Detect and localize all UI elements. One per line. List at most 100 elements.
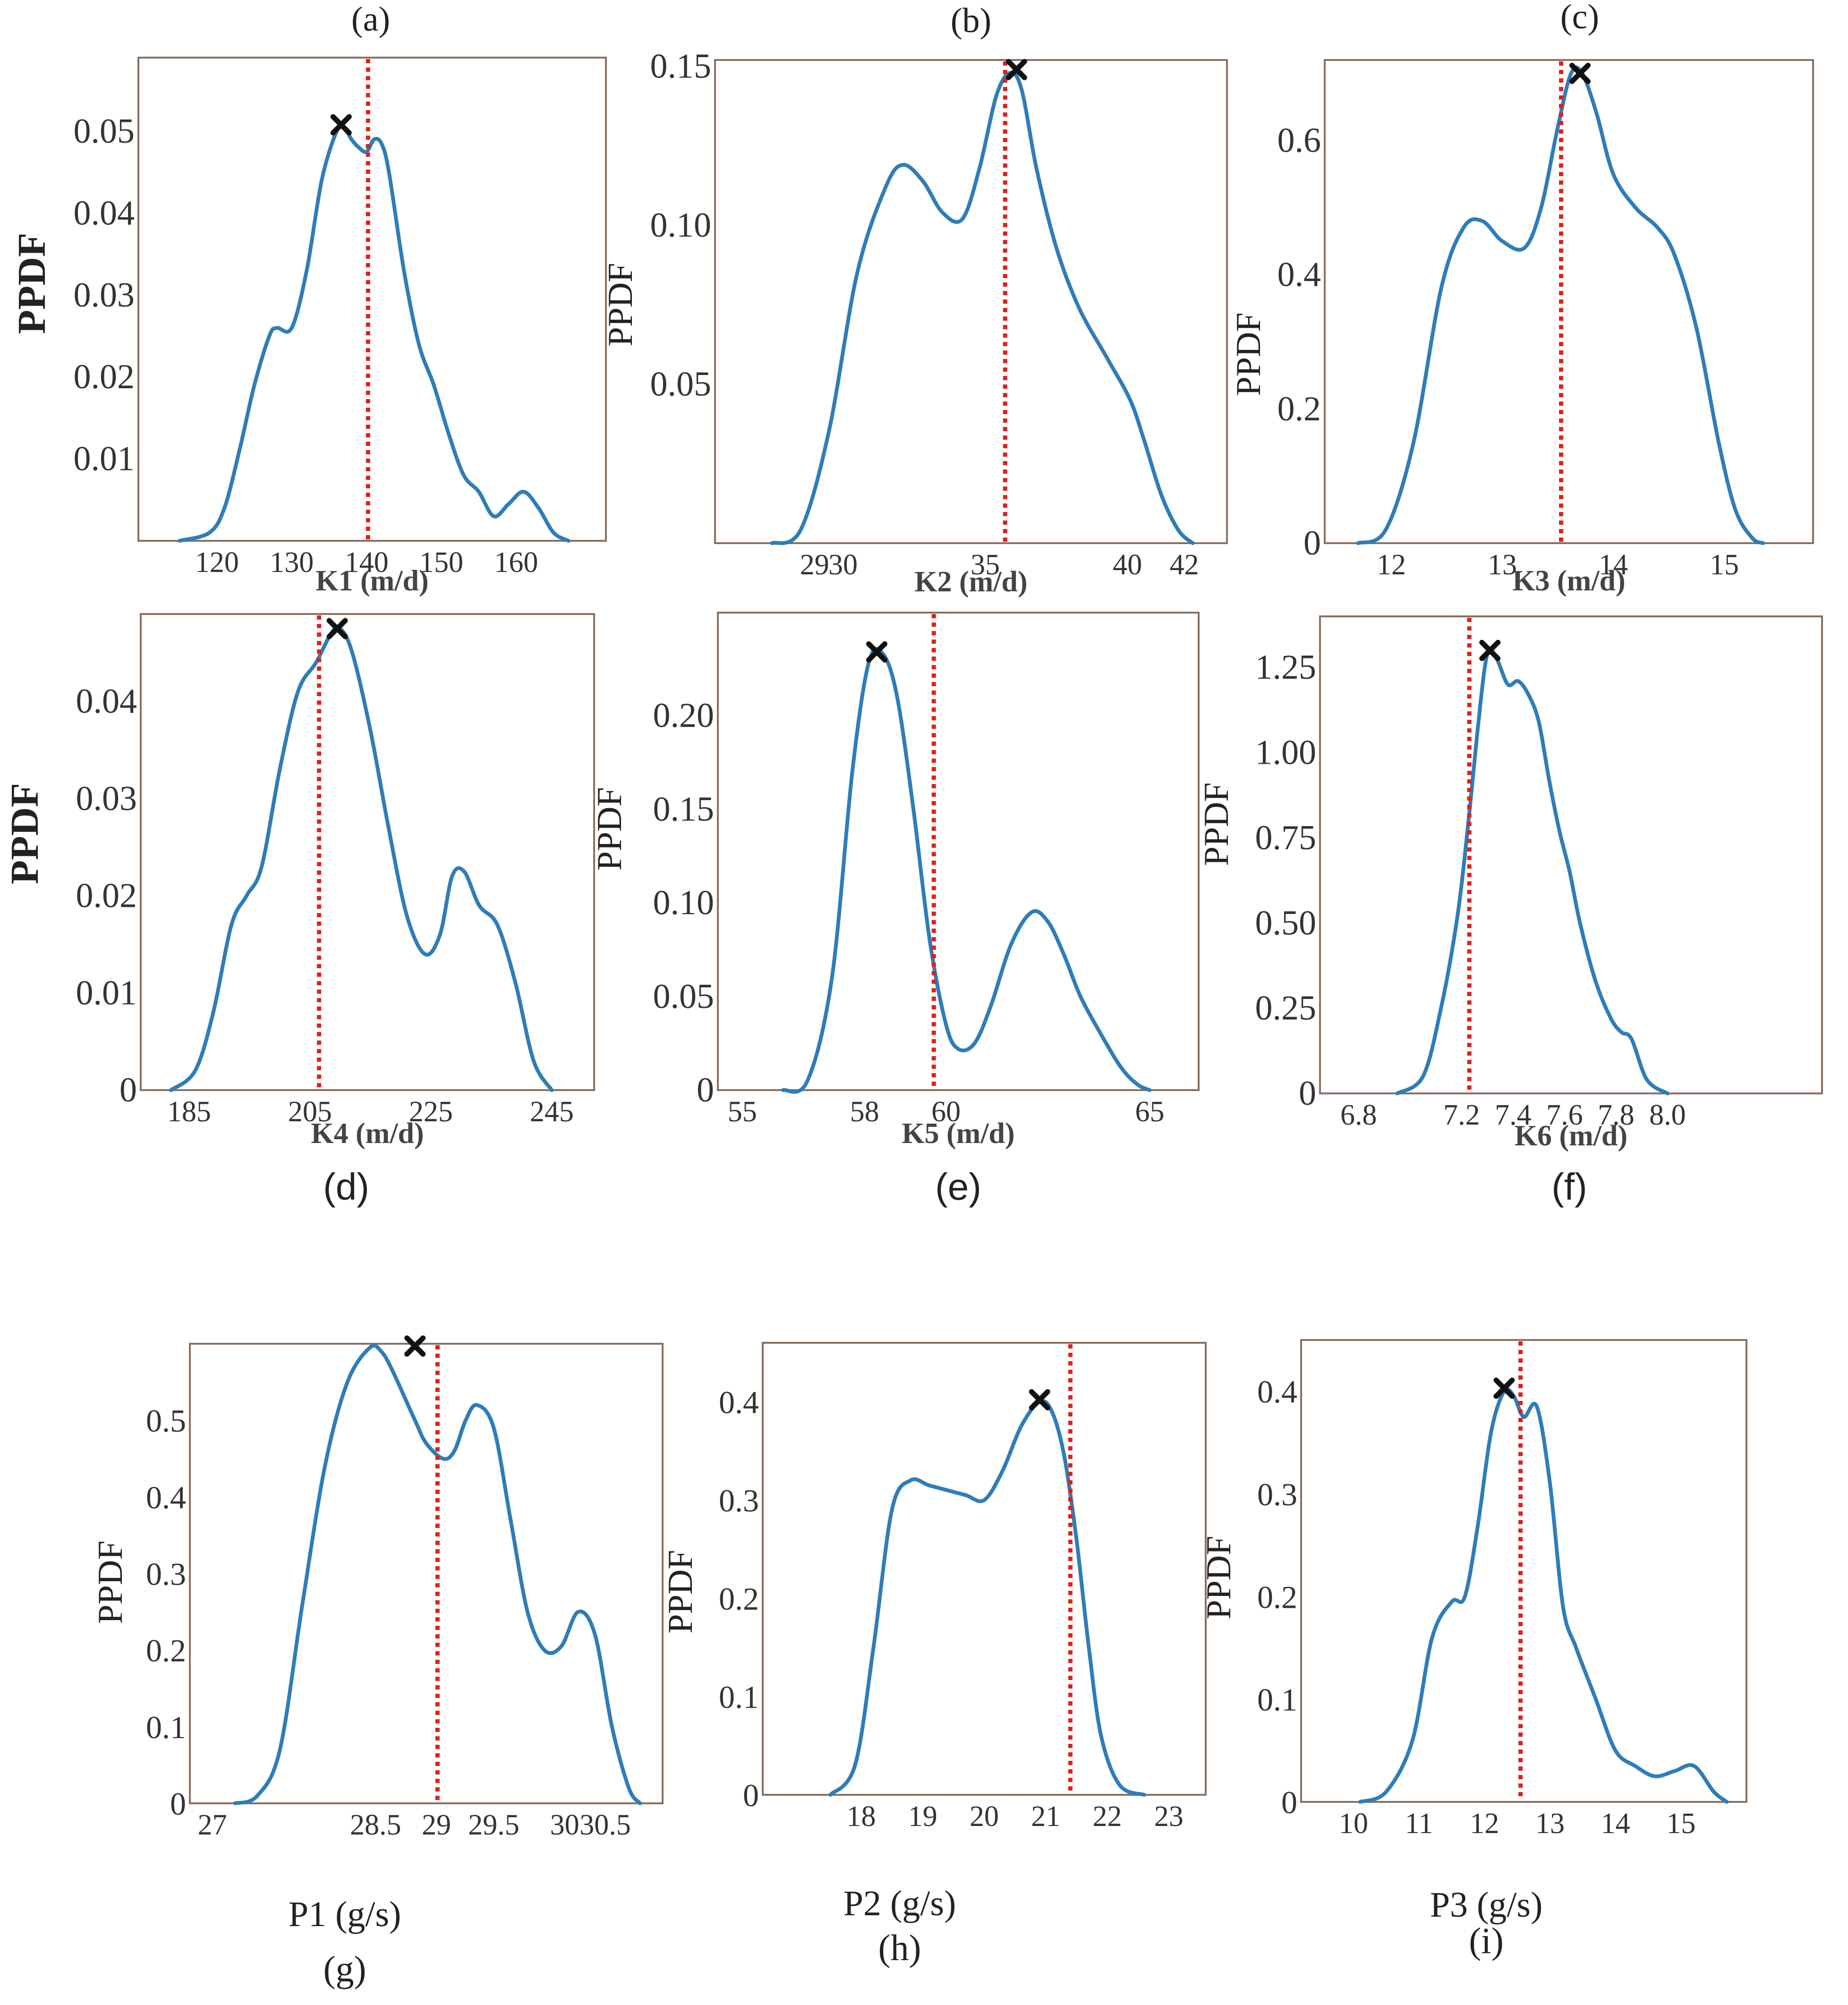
y-tick-label: 0.01 bbox=[76, 973, 137, 1012]
x-tick-label: 18 bbox=[846, 1800, 876, 1833]
y-tick-label: 0.05 bbox=[650, 365, 712, 403]
y-axis-label: PPDF bbox=[590, 787, 629, 871]
x-tick-label: 11 bbox=[1405, 1808, 1433, 1840]
x-axis-label: K4 (m/d) bbox=[311, 1118, 424, 1150]
x-tick-label: 130 bbox=[270, 546, 314, 579]
x-tick-label: 140 bbox=[345, 546, 389, 579]
panel-h: 18 19 20 21 22 23 0 0.1 0.2 0.3 0.4 P2 (g/s) PPDF (h) bbox=[661, 1342, 1207, 1968]
panel-f: 6.8 7.2 7.4 7.6 7.8 8.0 0 0.25 0.50 0.75 1.00 1.25 K… bbox=[1197, 615, 1823, 1208]
x-tick-label: 60 bbox=[931, 1096, 961, 1128]
kde-curve bbox=[828, 1399, 1146, 1797]
x-tick-label: 29.5 bbox=[468, 1809, 519, 1841]
y-tick-label: 0.03 bbox=[76, 779, 137, 818]
y-tick-label: 0.04 bbox=[76, 682, 137, 721]
plot-frame bbox=[189, 1343, 664, 1804]
y-tick-label: 0.3 bbox=[1257, 1476, 1297, 1512]
x-tick-label: 7.8 bbox=[1598, 1099, 1635, 1131]
x-tick-label: 42 bbox=[1170, 549, 1199, 581]
panel-g: 27 28.5 29 29.5 30 30.5 0 0.1 0.2 0.3 0.4 0.5 P1 (g/… bbox=[91, 1335, 664, 1989]
y-axis-label: PPDF bbox=[601, 263, 640, 347]
x-tick-label: 14 bbox=[1599, 549, 1628, 581]
x-tick-label: 55 bbox=[728, 1096, 757, 1128]
panel-c: 12 13 14 15 0 0.2 0.4 0.6 K3 (m/d) PPDF (c) bbox=[1229, 0, 1814, 597]
y-tick-label: 0.4 bbox=[1257, 1374, 1297, 1410]
y-tick-label: 1.00 bbox=[1255, 734, 1317, 772]
kde-curve bbox=[1358, 1387, 1729, 1804]
y-tick-label: 0.20 bbox=[653, 696, 715, 735]
plot-frame bbox=[140, 613, 595, 1091]
y-tick-label: 0.05 bbox=[74, 112, 135, 151]
x-tick-label: 13 bbox=[1488, 549, 1517, 581]
kde-curve bbox=[781, 647, 1152, 1094]
x-tick-label: 35 bbox=[971, 549, 1000, 581]
x-tick-label: 14 bbox=[1601, 1808, 1630, 1840]
panel-label: (c) bbox=[1560, 0, 1599, 36]
x-tick-label: 7.2 bbox=[1443, 1099, 1480, 1131]
x-tick-label: 27 bbox=[198, 1809, 227, 1841]
map-marker-x bbox=[330, 114, 352, 136]
y-tick-label: 0.2 bbox=[1277, 390, 1321, 428]
y-tick-label: 0.15 bbox=[653, 790, 715, 828]
kde-curve bbox=[770, 70, 1195, 545]
x-axis-label: P3 (g/s) bbox=[1430, 1885, 1543, 1925]
x-tick-label: 205 bbox=[288, 1096, 332, 1128]
kde-curve bbox=[233, 1343, 642, 1805]
y-tick-label: 0.05 bbox=[653, 977, 715, 1016]
plot-frame bbox=[717, 612, 1200, 1091]
map-marker-x bbox=[1493, 1377, 1515, 1399]
y-tick-label: 0.3 bbox=[146, 1556, 186, 1592]
panel-e: 55 58 60 65 0 0.05 0.10 0.15 0.20 K5 (m/d) PPDF (e) bbox=[590, 612, 1200, 1208]
panel-label: (e) bbox=[935, 1166, 981, 1208]
x-tick-label: 150 bbox=[419, 546, 463, 579]
panel-a: 120 130 140 150 160 0.01 0.02 0.03 0.04 0.05 K1 (m… bbox=[10, 0, 607, 597]
x-tick-label: 185 bbox=[167, 1096, 211, 1128]
y-axis-label: PPDF bbox=[661, 1550, 700, 1634]
x-tick-label: 20 bbox=[970, 1800, 999, 1833]
y-tick-label: 0.4 bbox=[1277, 256, 1321, 294]
y-tick-label: 0.1 bbox=[1257, 1682, 1297, 1718]
y-tick-label: 0.2 bbox=[1257, 1579, 1297, 1615]
x-tick-label: 30.5 bbox=[579, 1809, 631, 1841]
y-tick-label: 0.75 bbox=[1255, 819, 1317, 857]
y-tick-label: 0.10 bbox=[653, 884, 715, 922]
y-tick-label: 0.2 bbox=[719, 1581, 759, 1617]
y-tick-label: 0.5 bbox=[146, 1403, 186, 1439]
plot-frame bbox=[1300, 1339, 1747, 1803]
x-tick-label: 12 bbox=[1377, 549, 1406, 581]
x-axis-label: K6 (m/d) bbox=[1515, 1120, 1627, 1152]
map-marker-x bbox=[1569, 62, 1591, 84]
x-tick-label: 65 bbox=[1135, 1096, 1164, 1128]
x-tick-label: 8.0 bbox=[1649, 1099, 1686, 1131]
x-axis-label: K2 (m/d) bbox=[914, 566, 1027, 598]
map-marker-x bbox=[866, 641, 887, 663]
panel-d: 185 205 225 245 0 0.01 0.02 0.03 0.04 K4 (m/d) PPD… bbox=[3, 613, 595, 1208]
y-axis-label: PPDF bbox=[3, 783, 47, 885]
y-axis-label: PPDF bbox=[10, 233, 54, 334]
x-tick-label: 13 bbox=[1535, 1808, 1565, 1840]
panel-label: (b) bbox=[951, 1, 991, 40]
y-tick-label: 0.50 bbox=[1255, 904, 1317, 942]
x-tick-label: 15 bbox=[1666, 1808, 1695, 1840]
y-tick-label: 0.02 bbox=[76, 877, 137, 915]
x-tick-label: 30 bbox=[550, 1809, 579, 1841]
x-tick-label: 22 bbox=[1093, 1800, 1122, 1833]
map-marker-x bbox=[1029, 1389, 1050, 1411]
x-tick-label: 10 bbox=[1339, 1808, 1368, 1840]
y-tick-label: 0.2 bbox=[146, 1633, 186, 1669]
y-tick-label: 0.15 bbox=[650, 47, 712, 85]
x-tick-label: 7.6 bbox=[1546, 1099, 1583, 1131]
x-tick-label: 29 bbox=[800, 549, 829, 581]
y-tick-label: 0.6 bbox=[1277, 121, 1321, 160]
y-axis-label: PPDF bbox=[91, 1541, 130, 1624]
map-marker-x bbox=[326, 618, 348, 640]
x-tick-label: 40 bbox=[1113, 549, 1142, 581]
x-axis-label: P2 (g/s) bbox=[843, 1884, 956, 1923]
plot-frame bbox=[137, 57, 607, 542]
x-tick-label: 120 bbox=[195, 546, 239, 579]
x-tick-label: 12 bbox=[1470, 1808, 1499, 1840]
y-tick-label: 0 bbox=[170, 1786, 186, 1822]
x-tick-label: 30 bbox=[828, 549, 858, 581]
x-tick-label: 29 bbox=[422, 1809, 451, 1841]
y-tick-label: 0.04 bbox=[74, 194, 135, 232]
plot-frame bbox=[1319, 615, 1823, 1094]
